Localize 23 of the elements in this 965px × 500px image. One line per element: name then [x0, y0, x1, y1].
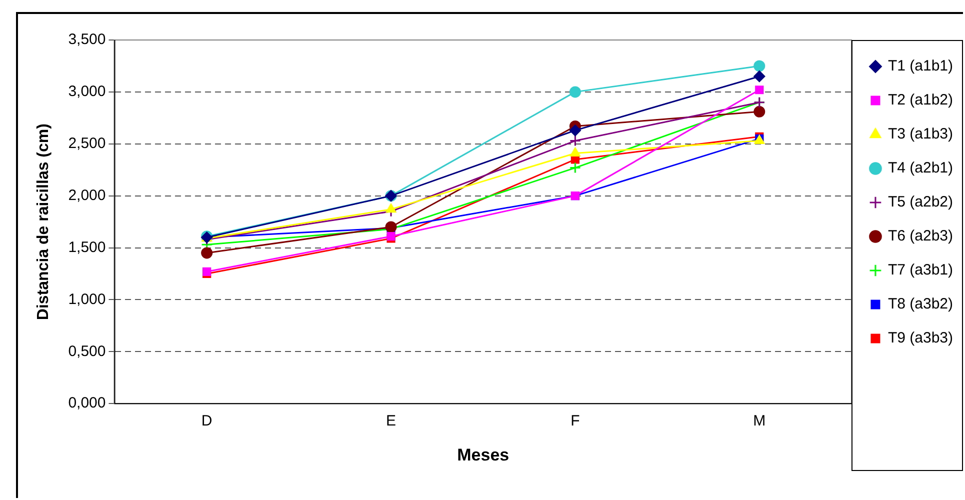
y-tick-label: 0,000 [68, 394, 106, 412]
legend-label: T8 (a3b2) [888, 296, 954, 313]
legend-label: T9 (a3b3) [888, 330, 954, 347]
y-tick-label: 0,500 [68, 342, 106, 360]
x-tick-label: M [753, 412, 766, 430]
legend-label: T6 (a2b3) [888, 228, 954, 245]
y-axis-title: Distancia de raicillas (cm) [35, 124, 52, 320]
x-tick-label: F [570, 412, 580, 430]
y-tick-label: 3,500 [68, 31, 106, 48]
y-tick-label: 1,000 [68, 290, 106, 308]
y-tick-label: 2,000 [68, 186, 106, 204]
y-tick-label: 2,500 [68, 135, 106, 152]
legend-label: T3 (a1b3) [888, 126, 954, 143]
legend-label: T4 (a2b1) [888, 160, 954, 177]
x-tick-label: E [386, 412, 396, 430]
y-tick-label: 3,000 [68, 83, 106, 100]
legend-label: T1 (a1b1) [888, 58, 954, 75]
y-tick-label: 1,500 [68, 238, 106, 256]
x-tick-label: D [201, 412, 212, 430]
legend-label: T5 (a2b2) [888, 194, 954, 211]
legend-label: T7 (a3b1) [888, 262, 954, 279]
x-axis-title: Meses [457, 445, 510, 464]
legend-label: T2 (a1b2) [888, 92, 954, 109]
